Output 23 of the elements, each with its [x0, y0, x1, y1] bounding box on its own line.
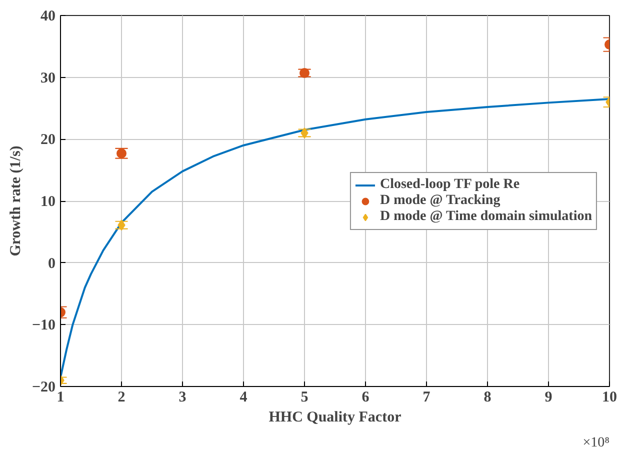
legend-label: D mode @ Tracking	[380, 192, 500, 208]
x-tick-label: 2	[118, 390, 126, 406]
x-tick-label: 9	[544, 390, 552, 406]
x-axis-title: HHC Quality Factor	[268, 410, 402, 426]
x-tick-label: 1	[56, 390, 64, 406]
x-tick-label: 6	[362, 390, 370, 406]
y-tick-label: −10	[32, 318, 56, 334]
y-tick-label: 30	[40, 70, 56, 86]
x-tick-label: 8	[484, 390, 492, 406]
legend-label: D mode @ Time domain simulation	[380, 208, 592, 224]
x-tick-label: 4	[240, 390, 248, 406]
y-tick-label: 0	[48, 256, 56, 272]
x-tick-label: 10	[602, 390, 617, 406]
y-axis-title: Growth rate (1/s)	[8, 146, 24, 256]
y-tick-label: 10	[40, 194, 56, 210]
x-tick-label: 3	[178, 390, 186, 406]
y-tick-label: 40	[40, 8, 56, 24]
y-tick-label: 20	[40, 132, 56, 148]
y-tick-label: −20	[32, 380, 56, 396]
text: ×10⁸	[582, 436, 610, 450]
legend-label: Closed-loop TF pole Re	[380, 176, 520, 192]
x-tick-label: 5	[300, 390, 308, 406]
x-tick-label: 7	[422, 390, 431, 406]
